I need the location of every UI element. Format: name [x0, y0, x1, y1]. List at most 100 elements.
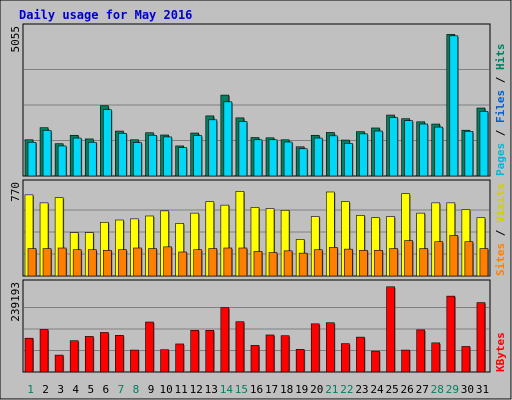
- bar-kbytes-day-4: [69, 340, 79, 373]
- bar-files-day-24: [374, 130, 383, 177]
- bar-kbytes-day-31: [476, 302, 486, 373]
- bar-files-day-2: [42, 130, 52, 177]
- series-legend-label: Pages / Files / Hits: [494, 44, 507, 177]
- day-label-20: 20: [310, 383, 323, 396]
- y-max-label: 5055: [9, 26, 22, 53]
- bar-kbytes-day-19: [295, 349, 305, 373]
- bar-sites-day-30: [464, 241, 474, 277]
- bar-files-day-5: [87, 141, 97, 177]
- bar-sites-day-26: [404, 240, 413, 277]
- bar-kbytes-day-28: [431, 342, 441, 373]
- legend-part: Pages: [494, 143, 507, 176]
- day-label-15: 15: [235, 383, 248, 396]
- bar-kbytes-day-13: [205, 329, 215, 373]
- bar-files-day-10: [163, 136, 172, 177]
- day-label-9: 9: [148, 383, 155, 396]
- bar-files-day-16: [253, 139, 263, 177]
- legend-part: Visits: [494, 183, 507, 223]
- series-legend-label: Sites / Visits: [494, 183, 507, 276]
- bar-kbytes-day-17: [265, 334, 275, 373]
- day-label-30: 30: [461, 383, 474, 396]
- bar-files-day-3: [57, 145, 67, 177]
- bar-files-day-22: [344, 143, 353, 177]
- bar-kbytes-day-5: [84, 336, 94, 373]
- bar-kbytes-day-22: [341, 343, 350, 373]
- bar-files-day-29: [449, 35, 459, 177]
- day-label-27: 27: [416, 383, 429, 396]
- day-label-7: 7: [118, 383, 125, 396]
- chart-panels: 5055 Pages / Files / Hits 770 Sites / Visit…: [9, 23, 507, 373]
- day-label-11: 11: [175, 383, 188, 396]
- bar-sites-day-10: [163, 246, 172, 277]
- bar-sites-day-6: [103, 249, 112, 277]
- bar-sites-day-16: [253, 251, 263, 277]
- bar-sites-day-20: [313, 249, 323, 277]
- bar-files-day-31: [479, 111, 489, 177]
- bar-kbytes-day-21: [325, 322, 335, 373]
- bar-sites-day-31: [479, 248, 489, 277]
- bar-files-day-11: [178, 147, 187, 177]
- bar-sites-day-5: [87, 249, 97, 277]
- bar-sites-day-18: [283, 250, 293, 277]
- day-labels: 1 2 3 4 5 6 7 8 9 10 11 12 13 14 15 16 17 18 19 20 21 22 23 24 2…: [27, 383, 489, 396]
- day-label-23: 23: [355, 383, 368, 396]
- bar-kbytes-day-9: [145, 321, 154, 373]
- panel-hits-files-pages: 5055 Pages / Files / Hits: [9, 23, 507, 177]
- day-label-8: 8: [133, 383, 140, 396]
- bar-kbytes-day-26: [401, 349, 410, 373]
- bar-sites-day-19: [298, 252, 308, 277]
- y-max-label: 770: [9, 182, 22, 202]
- bar-files-day-28: [434, 126, 444, 177]
- day-label-3: 3: [57, 383, 64, 396]
- bar-kbytes-day-6: [100, 332, 109, 373]
- day-label-14: 14: [220, 383, 234, 396]
- bar-kbytes-day-15: [235, 321, 245, 373]
- day-label-13: 13: [205, 383, 218, 396]
- bar-kbytes-day-20: [310, 323, 320, 373]
- bar-kbytes-day-7: [115, 335, 124, 373]
- bar-sites-day-3: [57, 247, 67, 277]
- panel-kbytes: 239193 KBytes: [9, 279, 507, 373]
- bar-sites-day-27: [419, 248, 428, 277]
- bar-sites-day-13: [208, 248, 218, 277]
- bar-files-day-14: [223, 101, 233, 177]
- bar-files-day-19: [298, 148, 308, 177]
- bar-sites-day-15: [238, 247, 248, 277]
- day-label-31: 31: [476, 383, 489, 396]
- day-label-29: 29: [446, 383, 459, 396]
- bar-files-day-1: [27, 141, 37, 177]
- bar-kbytes-day-10: [160, 349, 169, 373]
- day-label-12: 12: [190, 383, 203, 396]
- bar-files-day-30: [464, 131, 474, 177]
- bar-files-day-4: [72, 137, 82, 177]
- bar-files-day-17: [268, 139, 278, 177]
- bar-sites-day-9: [148, 248, 157, 277]
- bar-sites-day-17: [268, 252, 278, 277]
- series-legend-label: KBytes: [494, 332, 507, 372]
- bar-files-day-26: [404, 120, 413, 177]
- day-label-22: 22: [340, 383, 353, 396]
- bar-kbytes-day-24: [371, 350, 380, 373]
- bar-files-day-7: [118, 133, 127, 177]
- bar-sites-day-29: [449, 235, 459, 277]
- bar-kbytes-day-18: [280, 335, 290, 373]
- bar-kbytes-day-11: [175, 343, 184, 373]
- legend-part: Sites: [494, 243, 507, 276]
- day-label-19: 19: [295, 383, 308, 396]
- bar-files-day-8: [133, 142, 142, 177]
- day-label-5: 5: [87, 383, 94, 396]
- bar-kbytes-day-29: [446, 295, 456, 373]
- bar-sites-day-7: [118, 249, 127, 277]
- bar-files-day-21: [328, 135, 338, 177]
- bar-kbytes-day-2: [39, 329, 49, 373]
- day-label-18: 18: [280, 383, 293, 396]
- bar-files-day-20: [313, 137, 323, 177]
- bar-sites-day-24: [374, 249, 383, 277]
- bar-sites-day-23: [359, 249, 368, 277]
- day-label-21: 21: [325, 383, 338, 396]
- bar-kbytes-day-14: [220, 307, 230, 373]
- bar-kbytes-day-3: [54, 354, 64, 373]
- bar-sites-day-8: [133, 247, 142, 277]
- bar-files-day-25: [389, 117, 398, 177]
